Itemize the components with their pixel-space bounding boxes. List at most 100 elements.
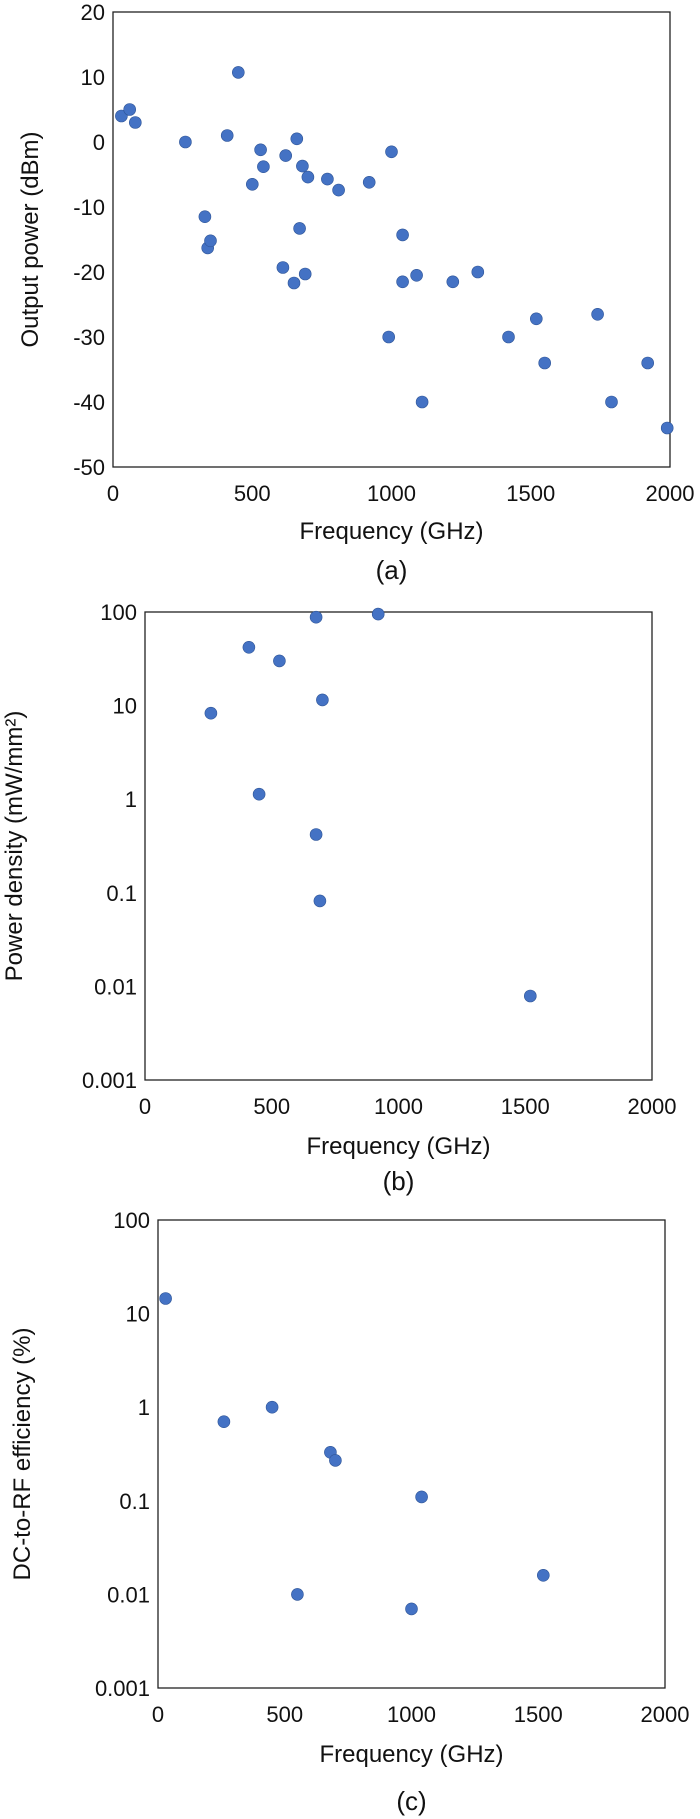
plot-frame bbox=[144, 611, 653, 1081]
x-tick-label: 1500 bbox=[514, 1702, 563, 1727]
data-point bbox=[123, 103, 136, 116]
y-tick-label: 1 bbox=[125, 787, 137, 812]
data-point bbox=[257, 160, 270, 173]
y-tick-label: 10 bbox=[81, 65, 105, 90]
data-point bbox=[115, 109, 128, 123]
y-tick-label: 0.01 bbox=[107, 1582, 150, 1607]
data-point bbox=[382, 330, 396, 344]
x-tick-label: 2000 bbox=[641, 1702, 690, 1727]
y-tick-label: 10 bbox=[126, 1302, 150, 1327]
data-point bbox=[287, 276, 301, 290]
x-tick-label: 500 bbox=[234, 481, 271, 506]
data-point bbox=[591, 307, 604, 321]
data-point bbox=[198, 210, 212, 223]
data-point bbox=[415, 1490, 428, 1504]
data-point bbox=[396, 228, 409, 242]
x-tick-label: 1500 bbox=[501, 1094, 550, 1119]
data-point bbox=[316, 693, 329, 707]
y-tick-label: -20 bbox=[73, 260, 105, 285]
data-point bbox=[329, 1454, 342, 1467]
x-tick-label: 1000 bbox=[374, 1094, 423, 1119]
data-point bbox=[313, 894, 327, 908]
data-point bbox=[641, 356, 655, 370]
y-tick-label: 0.01 bbox=[94, 974, 137, 999]
data-point bbox=[502, 330, 515, 344]
data-point bbox=[321, 172, 334, 186]
data-point bbox=[204, 706, 218, 720]
data-point bbox=[279, 149, 293, 162]
data-point bbox=[246, 178, 259, 191]
y-tick-label: -50 bbox=[73, 455, 105, 480]
y-tick-label: 0.1 bbox=[119, 1489, 150, 1514]
plot-frame bbox=[157, 1219, 666, 1689]
data-point bbox=[265, 1400, 279, 1414]
data-point bbox=[309, 828, 323, 841]
data-point bbox=[396, 275, 409, 289]
data-point bbox=[298, 267, 312, 281]
data-point bbox=[217, 1415, 231, 1428]
y-tick-label: 10 bbox=[113, 694, 137, 719]
data-point bbox=[371, 607, 385, 621]
x-tick-label: 0 bbox=[152, 1702, 164, 1727]
data-point bbox=[605, 395, 618, 409]
plot-frame bbox=[112, 11, 671, 468]
x-axis-label: Frequency (GHz) bbox=[319, 1741, 503, 1768]
data-point bbox=[523, 989, 537, 1003]
data-point bbox=[415, 395, 429, 409]
data-point bbox=[471, 265, 485, 279]
chart-panel-2: 0 500 1000 1500 2000 100 10 1 0.1 0.01 0.001 Freque… bbox=[1, 600, 676, 1196]
data-point bbox=[410, 268, 423, 282]
data-point bbox=[309, 610, 323, 624]
y-tick-label: 0 bbox=[93, 130, 105, 155]
panel-caption: (a) bbox=[376, 555, 408, 585]
x-tick-label: 1500 bbox=[506, 481, 555, 506]
x-tick-label: 2000 bbox=[646, 481, 695, 506]
data-point bbox=[242, 640, 256, 654]
data-point bbox=[204, 234, 217, 248]
panel-caption: (b) bbox=[383, 1166, 415, 1196]
data-point bbox=[290, 132, 304, 146]
x-tick-label: 0 bbox=[107, 481, 119, 506]
y-tick-label: 0.1 bbox=[106, 881, 137, 906]
x-tick-label: 2000 bbox=[628, 1094, 677, 1119]
data-point bbox=[405, 1602, 418, 1616]
data-point bbox=[159, 1292, 172, 1305]
y-tick-label: 100 bbox=[113, 1208, 150, 1233]
data-point bbox=[362, 176, 376, 189]
y-tick-label: -40 bbox=[73, 390, 105, 415]
data-point bbox=[252, 787, 266, 801]
x-tick-label: 0 bbox=[139, 1094, 151, 1119]
data-point bbox=[660, 421, 674, 435]
data-point bbox=[529, 312, 543, 326]
data-point bbox=[220, 129, 234, 142]
y-tick-label: 0.001 bbox=[95, 1676, 150, 1701]
x-tick-label: 1000 bbox=[387, 1702, 436, 1727]
data-point bbox=[273, 654, 286, 668]
data-point bbox=[536, 1569, 550, 1582]
y-tick-label: 0.001 bbox=[82, 1068, 137, 1093]
y-axis-label: DC-to-RF efficiency (%) bbox=[9, 1328, 36, 1581]
data-point bbox=[296, 159, 309, 173]
data-point bbox=[129, 116, 142, 129]
y-tick-label: 20 bbox=[81, 0, 105, 25]
data-point bbox=[385, 145, 398, 159]
data-point bbox=[291, 1588, 304, 1601]
x-axis-label: Frequency (GHz) bbox=[306, 1133, 490, 1160]
y-tick-label: -30 bbox=[73, 325, 105, 350]
data-point bbox=[301, 170, 315, 184]
data-point bbox=[179, 135, 192, 149]
panel-caption: (c) bbox=[396, 1786, 426, 1816]
data-point bbox=[332, 183, 345, 197]
y-axis-label: Output power (dBm) bbox=[17, 131, 44, 347]
data-point bbox=[446, 275, 460, 289]
data-point bbox=[232, 66, 245, 79]
data-point bbox=[254, 143, 267, 157]
y-tick-label: 1 bbox=[138, 1395, 150, 1420]
data-point bbox=[293, 222, 306, 235]
x-tick-label: 500 bbox=[266, 1702, 303, 1727]
x-tick-label: 1000 bbox=[367, 481, 416, 506]
data-point bbox=[276, 261, 290, 274]
x-tick-label: 500 bbox=[253, 1094, 290, 1119]
y-tick-label: 100 bbox=[100, 600, 137, 625]
